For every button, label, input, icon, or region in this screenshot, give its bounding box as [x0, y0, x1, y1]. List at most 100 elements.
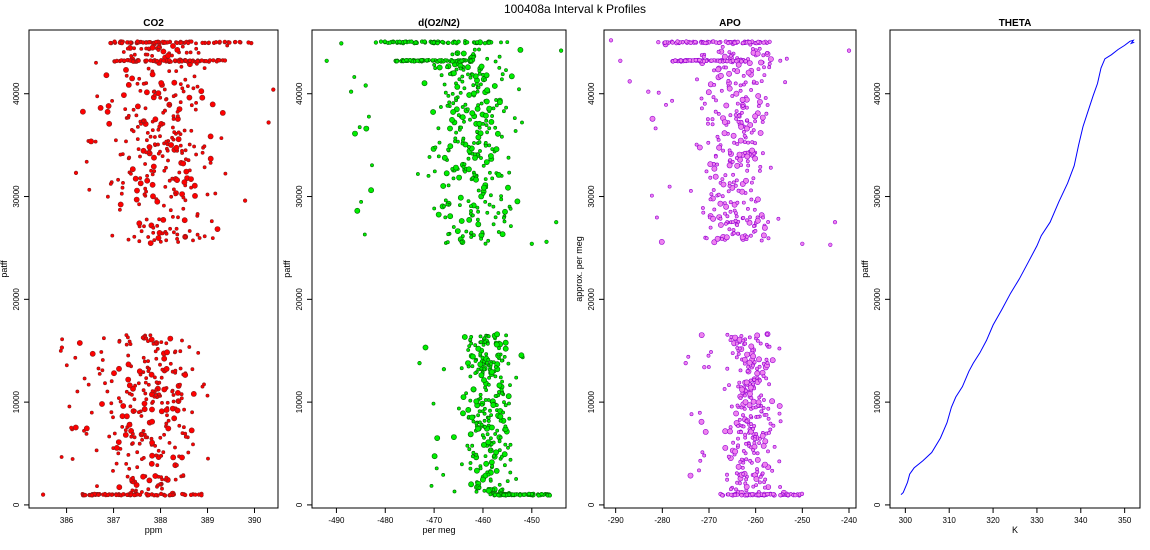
data-point — [483, 72, 490, 79]
data-point — [446, 232, 451, 237]
data-point — [132, 234, 137, 239]
data-point — [768, 56, 774, 62]
data-point — [722, 387, 727, 391]
data-point — [702, 101, 707, 106]
data-point — [766, 236, 771, 241]
data-point — [141, 400, 148, 407]
data-point — [460, 234, 465, 239]
data-point — [435, 211, 442, 218]
data-point — [148, 336, 155, 343]
data-point — [491, 83, 498, 89]
data-point — [488, 492, 493, 497]
data-point — [145, 173, 150, 178]
data-point — [134, 103, 141, 110]
data-point — [467, 431, 474, 438]
data-point — [751, 176, 756, 181]
data-point — [174, 47, 181, 53]
data-point — [482, 41, 488, 46]
data-point — [208, 160, 213, 165]
data-point — [128, 40, 133, 45]
data-point — [94, 448, 99, 453]
data-point — [764, 376, 769, 381]
data-point — [164, 97, 168, 102]
data-point — [717, 59, 723, 64]
data-point — [739, 430, 744, 435]
data-point — [214, 40, 219, 45]
data-point — [436, 126, 441, 131]
data-point — [451, 101, 456, 106]
data-point — [163, 493, 168, 498]
data-point — [115, 439, 122, 445]
data-point — [716, 192, 721, 197]
data-point — [718, 216, 723, 221]
data-point — [464, 64, 471, 71]
data-point — [710, 215, 716, 222]
data-point — [447, 125, 453, 132]
data-point — [154, 493, 159, 498]
data-point — [741, 424, 746, 429]
data-point — [144, 58, 149, 63]
data-point — [100, 368, 105, 373]
data-point — [765, 51, 770, 55]
data-point — [739, 334, 744, 338]
data-point — [754, 370, 761, 377]
data-point — [109, 379, 114, 384]
data-point — [478, 396, 483, 401]
data-point — [474, 489, 479, 494]
data-point — [181, 195, 186, 200]
data-point — [765, 361, 770, 365]
data-point — [757, 46, 762, 51]
data-point — [469, 334, 474, 339]
data-point — [764, 357, 769, 362]
data-point — [504, 68, 508, 73]
data-point — [725, 214, 730, 219]
data-point — [120, 185, 125, 190]
data-point — [718, 72, 724, 79]
data-point — [160, 48, 167, 55]
data-point — [828, 242, 833, 247]
data-point — [136, 220, 143, 227]
x-tick-label: 350 — [1118, 516, 1132, 525]
data-point — [737, 346, 742, 351]
data-point — [110, 99, 115, 103]
data-point — [171, 230, 176, 235]
data-point — [233, 39, 238, 45]
y-tick-label: 0 — [873, 502, 882, 507]
data-point — [137, 441, 142, 446]
data-point — [179, 40, 184, 45]
data-point — [352, 130, 358, 137]
x-tick-label: 340 — [1074, 516, 1088, 525]
data-point — [488, 459, 495, 466]
data-point — [129, 75, 135, 82]
data-point — [143, 162, 148, 166]
data-point — [476, 188, 481, 193]
data-point — [117, 396, 121, 401]
data-point — [482, 411, 487, 416]
data-point — [497, 482, 502, 487]
data-point — [173, 445, 177, 450]
data-point — [466, 144, 471, 149]
data-point — [726, 454, 731, 459]
data-point — [767, 430, 771, 435]
data-point — [711, 95, 716, 100]
data-point — [776, 216, 781, 221]
y-tick-label: 20000 — [873, 288, 882, 311]
data-point — [206, 456, 210, 461]
x-tick-label: -460 — [475, 516, 492, 525]
data-point — [731, 172, 736, 177]
data-point — [132, 409, 137, 413]
data-point — [735, 341, 739, 346]
data-point — [752, 451, 757, 455]
data-point — [187, 229, 192, 233]
data-point — [706, 140, 711, 145]
data-point — [469, 341, 474, 346]
data-point — [206, 40, 211, 45]
data-point — [213, 191, 218, 196]
data-point — [189, 128, 194, 133]
data-point — [695, 77, 699, 82]
data-point — [178, 100, 183, 105]
data-point — [470, 72, 475, 77]
data-point — [415, 58, 420, 63]
data-point — [746, 402, 753, 409]
